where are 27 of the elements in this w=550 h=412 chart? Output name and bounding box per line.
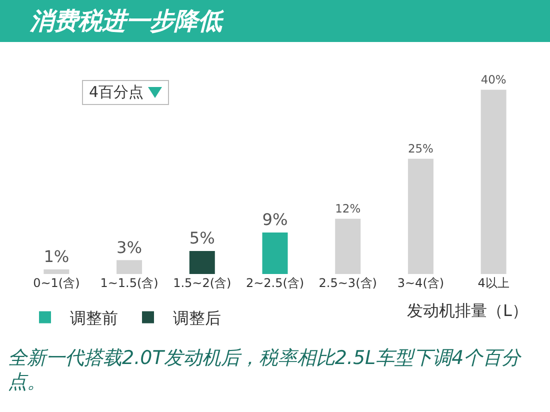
data-label: 25% [408,142,434,156]
x-tick-label: 4以上 [478,276,510,290]
chart-title: 消费税进一步降低 [0,0,550,42]
data-label: 3% [116,238,142,257]
data-label: 1% [44,247,70,266]
bar [408,158,434,274]
bar [44,269,70,274]
bar [335,218,361,274]
x-tick-label: 2~2.5(含) [246,276,304,290]
text: 全新一代搭载2.0T发动机后，税率相比2.5L车型下调4个百分点。 [8,346,522,394]
legend-label: 调整后 [173,308,221,328]
legend-label: 调整前 [70,308,118,328]
bar [262,232,288,274]
x-tick-label: 2.5~3(含) [318,276,377,290]
annotation: 4百分点 [89,83,144,102]
data-label: 9% [262,210,288,230]
x-tick-label: 1~1.5(含) [100,276,158,290]
x-axis-title: 发动机排量（L） [407,301,528,320]
bar [480,90,506,274]
bar [189,250,215,274]
data-label: 40% [480,72,506,87]
x-tick-label: 3~4(含) [397,276,444,290]
x-tick-label: 0~1(含) [33,276,80,290]
x-tick-label: 1.5~2(含) [173,276,232,290]
data-label: 5% [189,228,215,248]
data-label: 12% [335,202,361,216]
bar [116,260,142,274]
